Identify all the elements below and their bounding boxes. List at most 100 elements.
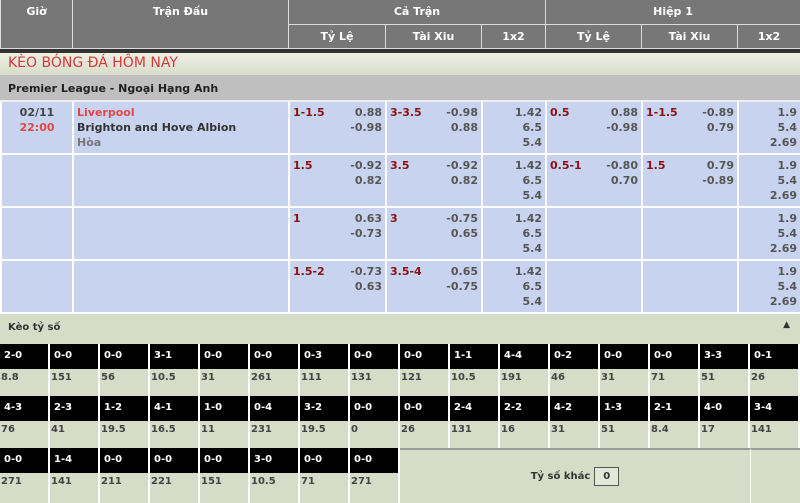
odds[interactable]: 0.63 <box>354 279 382 293</box>
odds-1x2[interactable]: 5.4 <box>522 135 543 149</box>
odds-1x2[interactable]: 6.5 <box>522 279 543 293</box>
score-cell[interactable]: 0-0 151 <box>200 447 250 503</box>
score-cell[interactable]: 2-1 8.4 <box>650 395 700 448</box>
odds[interactable]: -0.98 <box>606 120 638 134</box>
odds-1x2[interactable]: 5.4 <box>522 241 543 255</box>
score-cell[interactable]: 3-3 51 <box>700 343 750 396</box>
score-cell[interactable]: 1-4 141 <box>50 447 100 503</box>
score-cell[interactable]: 0-0 271 <box>0 447 50 503</box>
odds[interactable]: -0.73 <box>350 264 382 278</box>
score-cell[interactable]: 4-0 17 <box>700 395 750 448</box>
score-cell[interactable]: 1-3 51 <box>600 395 650 448</box>
score-cell[interactable]: 0-0 211 <box>100 447 150 503</box>
score-label: 4-4 <box>500 343 548 369</box>
odds-1x2[interactable]: 5.4 <box>522 294 543 308</box>
score-cell[interactable]: 0-0 0 <box>350 395 400 448</box>
odds-1x2[interactable]: 1.9 <box>777 264 798 278</box>
score-cell[interactable]: 2-4 131 <box>450 395 500 448</box>
score-cell[interactable]: 2-0 8.8 <box>0 343 50 396</box>
odds[interactable]: -0.73 <box>350 226 382 240</box>
score-label: 1-3 <box>600 395 648 421</box>
odds[interactable]: 0.70 <box>610 173 638 187</box>
score-cell[interactable]: 3-2 19.5 <box>300 395 350 448</box>
odds-1x2[interactable]: 1.42 <box>514 158 542 172</box>
score-label: 4-2 <box>550 395 598 421</box>
odds-1x2[interactable]: 2.69 <box>769 188 797 202</box>
score-cell[interactable]: 2-3 41 <box>50 395 100 448</box>
score-cell[interactable]: 0-3 111 <box>300 343 350 396</box>
odds[interactable]: -0.89 <box>702 173 734 187</box>
odds-1x2[interactable]: 1.42 <box>514 264 542 278</box>
score-cell[interactable]: 4-4 191 <box>500 343 550 396</box>
score-cell[interactable]: 0-4 231 <box>250 395 300 448</box>
score-cell[interactable]: 1-1 10.5 <box>450 343 500 396</box>
odds[interactable]: 0.65 <box>450 226 478 240</box>
score-cell[interactable]: 3-1 10.5 <box>150 343 200 396</box>
score-odds: 10.5 <box>151 371 176 383</box>
correct-score-header[interactable]: Kèo tỷ số ▲ <box>0 314 800 344</box>
score-cell[interactable]: 0-0 71 <box>650 343 700 396</box>
odds[interactable]: 0.82 <box>450 173 478 187</box>
league-header[interactable]: Premier League - Ngoại Hạng Anh <box>0 74 800 102</box>
score-label: 0-0 <box>200 447 248 473</box>
odds-1x2[interactable]: 5.4 <box>522 188 543 202</box>
odds[interactable]: -0.80 <box>606 158 638 172</box>
score-cell[interactable]: 0-0 131 <box>350 343 400 396</box>
odds-1x2[interactable]: 1.9 <box>777 105 798 119</box>
score-cell[interactable]: 0-0 151 <box>50 343 100 396</box>
score-cell[interactable]: 0-0 271 <box>350 447 400 503</box>
odds-1x2[interactable]: 5.4 <box>777 226 798 240</box>
odds-1x2[interactable]: 5.4 <box>777 279 798 293</box>
score-cell[interactable]: 0-0 221 <box>150 447 200 503</box>
collapse-arrow-icon[interactable]: ▲ <box>783 319 790 330</box>
odds[interactable]: 0.88 <box>354 105 382 119</box>
line: 1-1.5 <box>293 105 325 119</box>
odds[interactable]: 0.79 <box>706 120 734 134</box>
odds[interactable]: 0.63 <box>354 211 382 225</box>
odds[interactable]: -0.92 <box>446 158 478 172</box>
score-cell[interactable]: 2-2 16 <box>500 395 550 448</box>
score-cell[interactable]: 0-0 56 <box>100 343 150 396</box>
score-cell[interactable]: 4-1 16.5 <box>150 395 200 448</box>
odds[interactable]: -0.98 <box>446 105 478 119</box>
score-cell[interactable]: 4-2 31 <box>550 395 600 448</box>
odds-1x2[interactable]: 5.4 <box>777 120 798 134</box>
odds-1x2[interactable]: 2.69 <box>769 135 797 149</box>
score-cell[interactable]: 3-4 141 <box>750 395 800 448</box>
score-label: 0-0 <box>250 343 298 369</box>
odds-1x2[interactable]: 2.69 <box>769 241 797 255</box>
odds[interactable]: 0.82 <box>354 173 382 187</box>
score-cell[interactable]: 0-0 121 <box>400 343 450 396</box>
odds[interactable]: -0.75 <box>446 279 478 293</box>
score-cell[interactable]: 0-1 26 <box>750 343 800 396</box>
score-cell[interactable]: 0-0 71 <box>300 447 350 503</box>
score-cell[interactable]: 3-0 10.5 <box>250 447 300 503</box>
odds[interactable]: -0.98 <box>350 120 382 134</box>
score-cell[interactable]: 1-0 11 <box>200 395 250 448</box>
score-cell[interactable]: 0-0 261 <box>250 343 300 396</box>
other-scores-value[interactable]: 0 <box>594 466 620 486</box>
odds-1x2[interactable]: 6.5 <box>522 120 543 134</box>
odds[interactable]: 0.88 <box>450 120 478 134</box>
odds-1x2[interactable]: 5.4 <box>777 173 798 187</box>
odds-1x2[interactable]: 6.5 <box>522 226 543 240</box>
score-cell[interactable]: 0-2 46 <box>550 343 600 396</box>
odds[interactable]: 0.65 <box>450 264 478 278</box>
odds-1x2[interactable]: 1.42 <box>514 105 542 119</box>
score-cell[interactable]: 0-0 26 <box>400 395 450 448</box>
odds-1x2[interactable]: 2.69 <box>769 294 797 308</box>
odds-1x2[interactable]: 1.42 <box>514 211 542 225</box>
score-cell[interactable]: 0-0 31 <box>600 343 650 396</box>
score-cell[interactable]: 1-2 19.5 <box>100 395 150 448</box>
odds[interactable]: -0.75 <box>446 211 478 225</box>
score-cell[interactable]: 0-0 31 <box>200 343 250 396</box>
score-cell[interactable]: 4-3 76 <box>0 395 50 448</box>
odds[interactable]: -0.89 <box>702 105 734 119</box>
odds-1x2[interactable]: 6.5 <box>522 173 543 187</box>
match-date: 02/11 <box>19 105 55 119</box>
odds[interactable]: 0.79 <box>706 158 734 172</box>
odds[interactable]: -0.92 <box>350 158 382 172</box>
odds-1x2[interactable]: 1.9 <box>777 211 798 225</box>
odds-1x2[interactable]: 1.9 <box>777 158 798 172</box>
odds[interactable]: 0.88 <box>610 105 638 119</box>
